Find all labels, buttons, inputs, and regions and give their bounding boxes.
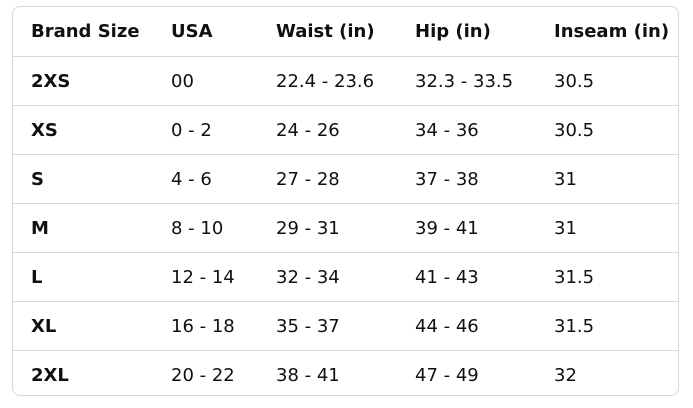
cell: 31 xyxy=(554,168,577,190)
table-row: 2XL 20 - 22 38 - 41 47 - 49 32 xyxy=(13,351,678,395)
size-label: M xyxy=(31,217,49,239)
cell: 00 xyxy=(171,70,194,92)
cell: 44 - 46 xyxy=(415,315,479,337)
cell: 8 - 10 xyxy=(171,217,224,239)
cell: 37 - 38 xyxy=(415,168,479,190)
table-row: M 8 - 10 29 - 31 39 - 41 31 xyxy=(13,204,678,253)
cell: 39 - 41 xyxy=(415,217,479,239)
header-cell: Hip (in) xyxy=(415,21,491,42)
header-cell: Inseam (in) xyxy=(554,21,670,42)
cell: 30.5 xyxy=(554,119,595,141)
cell: 0 - 2 xyxy=(171,119,212,141)
cell: 31 xyxy=(554,217,577,239)
cell: 32 xyxy=(554,365,577,386)
cell: 20 - 22 xyxy=(171,365,235,386)
cell: 4 - 6 xyxy=(171,168,212,190)
size-table: Brand Size USA Waist (in) Hip (in) Inseam (i… xyxy=(12,6,679,396)
cell: 27 - 28 xyxy=(276,168,340,190)
size-label: L xyxy=(31,266,43,288)
cell: 30.5 xyxy=(554,70,595,92)
cell: 24 - 26 xyxy=(276,119,340,141)
cell: 47 - 49 xyxy=(415,365,479,386)
header-cell: Waist (in) xyxy=(276,21,375,42)
size-label: XS xyxy=(31,119,58,141)
header-row: Brand Size USA Waist (in) Hip (in) Inseam (i… xyxy=(13,7,678,57)
cell: 38 - 41 xyxy=(276,365,340,386)
table-row: L 12 - 14 32 - 34 41 - 43 31.5 xyxy=(13,253,678,302)
cell: 22.4 - 23.6 xyxy=(276,70,375,92)
cell: 35 - 37 xyxy=(276,315,340,337)
size-label: XL xyxy=(31,315,57,337)
table-row: XS 0 - 2 24 - 26 34 - 36 30.5 xyxy=(13,106,678,155)
cell: 29 - 31 xyxy=(276,217,340,239)
cell: 41 - 43 xyxy=(415,266,479,288)
table-row: 2XS 00 22.4 - 23.6 32.3 - 33.5 30.5 xyxy=(13,57,678,106)
size-label: 2XL xyxy=(31,365,69,386)
cell: 16 - 18 xyxy=(171,315,235,337)
size-label: 2XS xyxy=(31,70,71,92)
header-cell: Brand Size xyxy=(31,21,140,42)
cell: 31.5 xyxy=(554,315,595,337)
table-row: S 4 - 6 27 - 28 37 - 38 31 xyxy=(13,155,678,204)
cell: 34 - 36 xyxy=(415,119,479,141)
cell: 32.3 - 33.5 xyxy=(415,70,514,92)
table-row: XL 16 - 18 35 - 37 44 - 46 31.5 xyxy=(13,302,678,351)
header-cell: USA xyxy=(171,21,213,42)
cell: 12 - 14 xyxy=(171,266,235,288)
cell: 31.5 xyxy=(554,266,595,288)
size-label: S xyxy=(31,168,44,190)
cell: 32 - 34 xyxy=(276,266,340,288)
